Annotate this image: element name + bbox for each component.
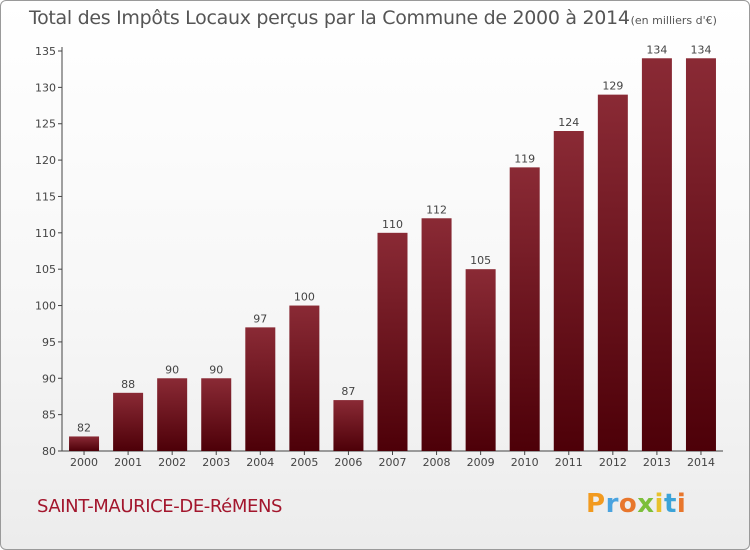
- x-tick-label: 2006: [334, 456, 362, 469]
- bar[interactable]: [157, 378, 188, 451]
- x-tick-label: 2005: [290, 456, 318, 469]
- x-tick-label: 2011: [555, 456, 583, 469]
- y-tick-label: 95: [42, 336, 56, 349]
- x-tick-label: 2014: [687, 456, 715, 469]
- x-tick-label: 2008: [423, 456, 451, 469]
- title-row: Total des Impôts Locaux perçus par la Co…: [29, 7, 717, 29]
- data-label: 82: [77, 421, 91, 434]
- data-label: 112: [426, 203, 447, 216]
- logo-letter: t: [663, 489, 677, 519]
- data-label: 88: [121, 378, 135, 391]
- bar[interactable]: [245, 327, 276, 451]
- bar[interactable]: [509, 167, 540, 451]
- x-tick-label: 2013: [643, 456, 671, 469]
- x-tick-label: 2001: [114, 456, 142, 469]
- x-tick-label: 2003: [202, 456, 230, 469]
- data-label: 100: [294, 291, 315, 304]
- bar[interactable]: [377, 232, 408, 451]
- y-tick-label: 125: [35, 118, 56, 131]
- x-tick-label: 2002: [158, 456, 186, 469]
- proxiti-logo[interactable]: Proxiti: [586, 489, 686, 519]
- bar[interactable]: [201, 378, 232, 451]
- commune-name: SAINT-MAURICE-DE-RéMENS: [37, 496, 283, 517]
- bar[interactable]: [465, 269, 496, 451]
- x-tick-label: 2009: [467, 456, 495, 469]
- data-label: 90: [165, 363, 179, 376]
- y-tick-label: 90: [42, 372, 56, 385]
- bar[interactable]: [113, 392, 144, 451]
- bar[interactable]: [69, 436, 100, 451]
- y-tick-label: 100: [35, 300, 56, 313]
- y-tick-label: 105: [35, 263, 56, 276]
- bars: [69, 58, 716, 452]
- bar[interactable]: [333, 400, 364, 451]
- bar[interactable]: [597, 94, 628, 452]
- y-tick-label: 110: [35, 227, 56, 240]
- logo-letter: i: [676, 489, 687, 519]
- data-label: 119: [514, 152, 535, 165]
- x-tick-label: 2000: [70, 456, 98, 469]
- logo-letter: P: [586, 489, 606, 519]
- data-label: 90: [209, 363, 223, 376]
- data-label: 129: [602, 80, 623, 93]
- logo-letter: i: [654, 489, 664, 519]
- x-tick-label: 2012: [599, 456, 627, 469]
- y-tick-label: 115: [35, 190, 56, 203]
- chart-unit: (en milliers d'€): [630, 14, 717, 27]
- y-tick-label: 85: [42, 409, 56, 422]
- bar[interactable]: [421, 218, 452, 451]
- data-label: 134: [646, 43, 667, 56]
- x-tick-label: 2010: [511, 456, 539, 469]
- bar[interactable]: [685, 58, 716, 451]
- chart-title: Total des Impôts Locaux perçus par la Co…: [29, 7, 630, 29]
- y-tick-label: 120: [35, 154, 56, 167]
- y-tick-label: 80: [42, 445, 56, 458]
- y-tick-label: 130: [35, 81, 56, 94]
- data-label: 105: [470, 254, 491, 267]
- x-tick-label: 2004: [246, 456, 274, 469]
- bar[interactable]: [553, 131, 584, 451]
- logo-letter: r: [605, 489, 619, 519]
- data-label: 134: [690, 43, 711, 56]
- data-label: 97: [253, 312, 267, 325]
- data-labels: 82 88 90 90 97 100 87 110 112 105 119 124 129 134 134: [77, 43, 711, 434]
- data-label: 87: [341, 385, 355, 398]
- bar[interactable]: [289, 305, 320, 451]
- data-label: 124: [558, 116, 579, 129]
- bar[interactable]: [641, 58, 672, 451]
- y-tick-label: 135: [35, 45, 56, 58]
- data-label: 110: [382, 218, 403, 231]
- logo-letter: o: [618, 489, 638, 519]
- x-tick-label: 2007: [379, 456, 407, 469]
- logo-letter: x: [637, 489, 655, 519]
